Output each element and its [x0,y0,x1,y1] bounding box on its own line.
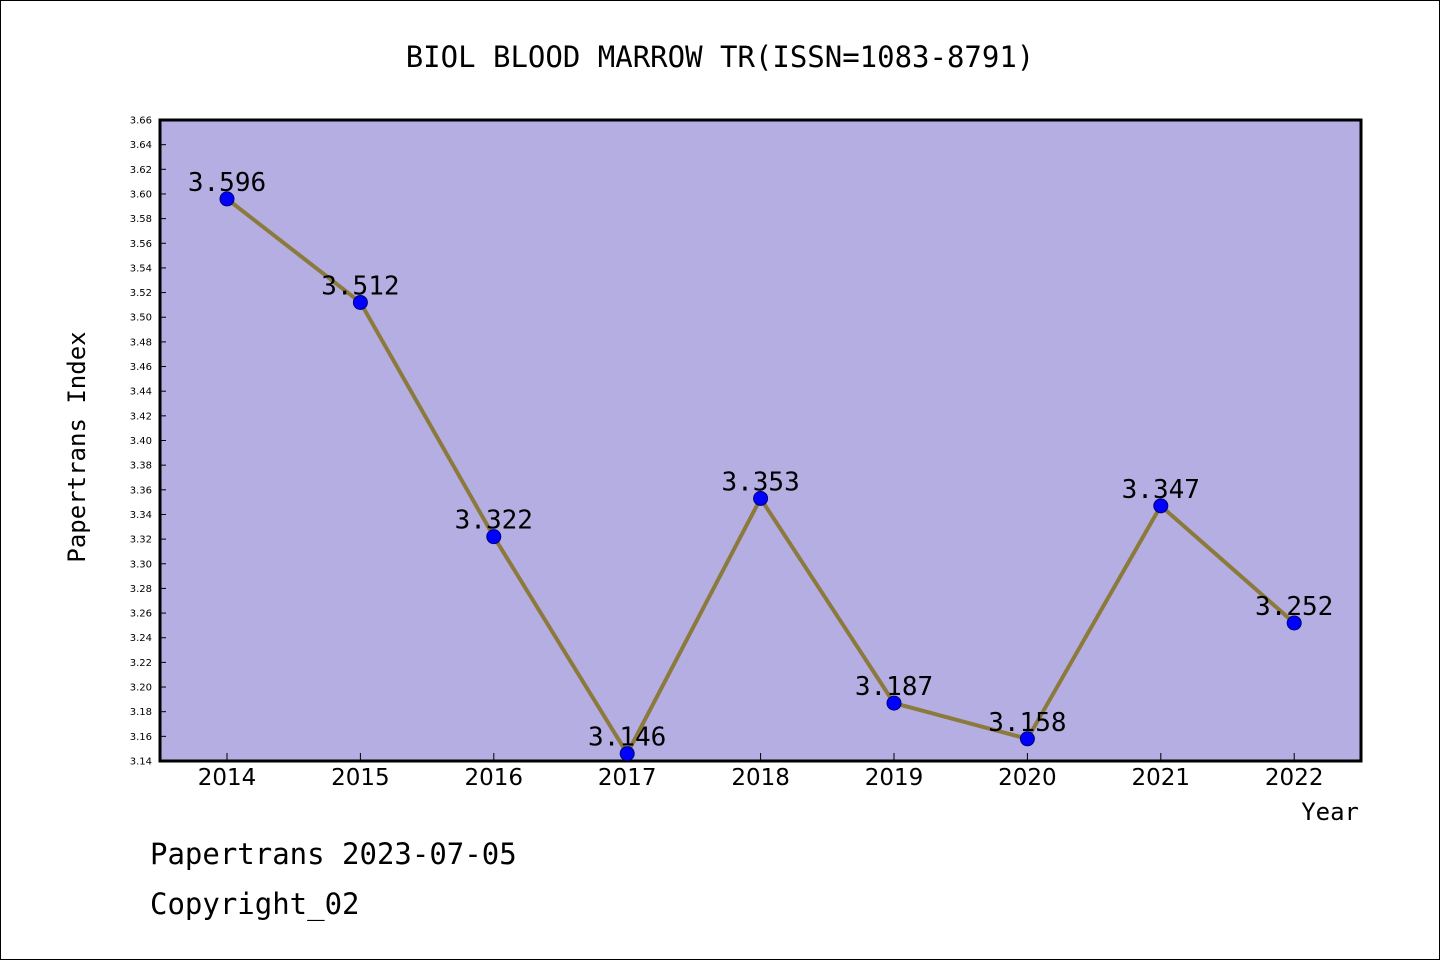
data-point [352,294,368,310]
y-tick-label: 3.32 [130,535,152,546]
data-label: 3.158 [988,708,1066,738]
footer-copyright: Copyright_02 [150,887,360,922]
y-tick-label: 3.34 [130,510,152,521]
data-label: 3.322 [455,506,533,536]
x-tick-label: 2017 [598,765,657,791]
x-tick-label: 2019 [865,765,924,791]
y-tick-label: 3.50 [130,313,152,324]
marker-group [219,191,1302,762]
y-tick-label: 3.40 [130,436,152,447]
y-tick-label: 3.42 [130,411,152,422]
y-tick-label: 3.18 [130,707,152,718]
y-tick-label: 3.64 [130,140,152,151]
chart-title: BIOL BLOOD MARROW TR(ISSN=1083-8791) [406,40,1035,74]
data-point [1153,498,1169,514]
data-point [619,746,635,762]
data-point [486,529,502,545]
y-tick-label: 3.28 [130,584,152,595]
x-tick-label: 2015 [331,765,390,791]
data-point [1019,731,1035,747]
data-point [219,191,235,207]
y-tick-label: 3.54 [130,263,152,274]
data-point [1286,615,1302,631]
x-tick-label: 2014 [198,765,257,791]
plot-area [158,118,1363,763]
y-tick-label: 3.16 [130,732,152,743]
data-point [753,490,769,506]
data-label: 3.353 [721,467,799,497]
x-axis-title: Year [1301,798,1359,826]
data-point [886,695,902,711]
y-tick-label: 3.44 [130,387,152,398]
y-tick-label: 3.36 [130,485,152,496]
y-tick-label: 3.30 [130,559,152,570]
x-tick-label: 2016 [465,765,524,791]
y-tick-label: 3.58 [130,214,152,225]
x-tick-label: 2022 [1265,765,1324,791]
y-tick-label: 3.24 [130,633,152,644]
data-label-group: 3.596 3.512 3.322 3.146 3.353 3.187 3.158 3.347… [188,168,1333,753]
x-tick-label: 2020 [998,765,1057,791]
data-label: 3.252 [1255,592,1333,622]
y-tick-label: 3.62 [130,165,152,176]
data-label: 3.596 [188,168,266,198]
data-label: 3.146 [588,723,666,753]
y-tick-label: 3.60 [130,189,152,200]
data-label: 3.347 [1122,475,1200,505]
x-tick-label: 2018 [731,765,790,791]
y-tick-label: 3.14 [130,757,152,768]
footer-date: Papertrans 2023-07-05 [150,837,517,871]
y-tick-label: 3.66 [130,116,152,127]
y-tick-label: 3.26 [130,609,152,620]
data-label: 3.187 [855,672,933,702]
data-label: 3.512 [321,271,399,301]
y-axis: 3.14 3.16 3.18 3.20 3.22 3.24 3.26 3.28 3.30 3.32… [130,116,166,768]
x-tick-label: 2021 [1132,765,1191,791]
y-tick-label: 3.52 [130,288,152,299]
y-tick-label: 3.56 [130,239,152,250]
y-tick-label: 3.20 [130,683,152,694]
y-tick-label: 3.46 [130,362,152,373]
y-axis-title: Papertrans Index [63,331,91,562]
y-tick-label: 3.38 [130,461,152,472]
x-axis: 2014 2015 2016 2017 2018 2019 2020 2021 2022 [198,753,1324,791]
y-tick-label: 3.22 [130,658,152,669]
y-tick-label: 3.48 [130,337,152,348]
